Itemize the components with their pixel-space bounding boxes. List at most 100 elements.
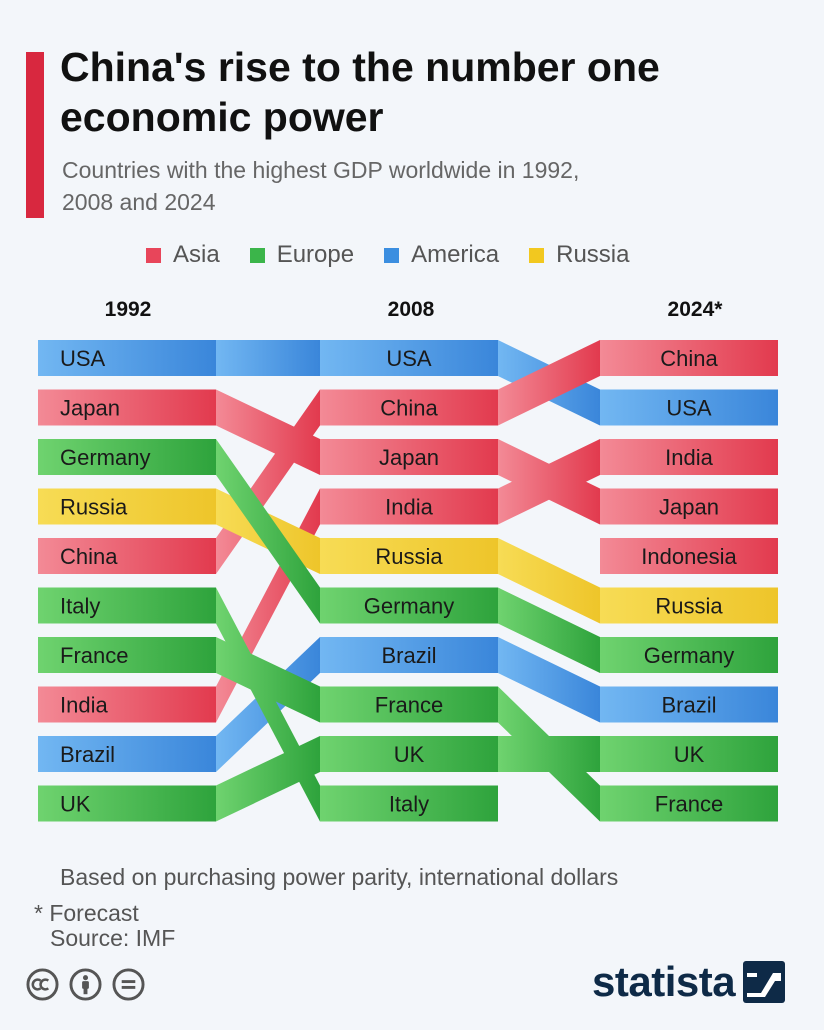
country-label-brazil-2: Brazil — [381, 643, 436, 668]
footnote: Based on purchasing power parity, intern… — [60, 864, 619, 890]
country-label-uk-1: UK — [60, 792, 91, 817]
year-labels: 1992 2008 2024* — [105, 298, 724, 321]
bump-box-russia-3 — [600, 587, 778, 624]
bump-box-italy-1 — [38, 587, 216, 624]
attribution-icon — [69, 968, 102, 1001]
bump-box-india-2 — [320, 488, 498, 525]
country-label-indonesia-3: Indonesia — [641, 544, 737, 569]
legend-swatch-europe — [249, 247, 265, 263]
legend-label-asia: Asia — [173, 241, 220, 268]
legend-item-america: America — [384, 241, 499, 269]
bump-link-germany-2 — [498, 587, 600, 673]
statista-logo-icon — [743, 961, 786, 1003]
year-label-2008: 2008 — [388, 298, 435, 321]
license-icons — [26, 968, 155, 1001]
bump-link-germany-1 — [216, 439, 320, 624]
bump-link-usa-1 — [216, 340, 320, 376]
title-accent-bar — [26, 52, 44, 218]
bump-box-usa-3 — [600, 389, 778, 426]
bump-box-india-1 — [38, 686, 216, 723]
bump-box-germany-3 — [600, 637, 778, 673]
bump-box-france-3 — [600, 785, 778, 822]
bump-chart: 1992 2008 2024* USA USA USA China China China Ja… — [38, 298, 778, 822]
country-label-china-3: China — [660, 346, 718, 371]
country-label-japan-2: Japan — [379, 445, 439, 470]
bump-box-brazil-1 — [38, 736, 216, 772]
legend-item-europe: Europe — [249, 241, 355, 269]
bump-box-china-2 — [320, 389, 498, 426]
bump-box-usa-2 — [320, 340, 498, 376]
bump-box-china-3 — [600, 340, 778, 376]
legend-label-america: America — [411, 241, 500, 268]
ribbons — [38, 340, 778, 822]
country-label-france-2: France — [375, 693, 443, 718]
bump-box-uk-3 — [600, 736, 778, 772]
bump-box-japan-3 — [600, 488, 778, 525]
country-label-china-1: China — [60, 544, 118, 569]
country-label-japan-1: Japan — [60, 396, 120, 421]
chart-subtitle: Countries with the highest GDP worldwide… — [62, 157, 580, 215]
country-labels: USA USA USA China China China Japan Japan Japan I… — [60, 346, 737, 817]
bump-box-brazil-3 — [600, 686, 778, 723]
country-label-brazil-1: Brazil — [60, 742, 115, 767]
bump-box-france-1 — [38, 637, 216, 673]
bump-link-russia-2 — [498, 538, 600, 624]
country-label-usa-1: USA — [60, 346, 106, 371]
country-label-brazil-3: Brazil — [661, 693, 716, 718]
legend-swatch-asia — [146, 247, 161, 263]
bump-box-uk-2 — [320, 736, 498, 772]
country-label-russia-1: Russia — [60, 495, 128, 520]
bump-box-india-3 — [600, 439, 778, 475]
cc-icon — [26, 968, 59, 1001]
bump-box-russia-2 — [320, 538, 498, 574]
bump-box-russia-1 — [38, 488, 216, 525]
statista-brand: statista — [592, 958, 786, 1006]
country-label-france-1: France — [60, 643, 128, 668]
country-label-france-3: France — [655, 792, 723, 817]
country-label-india-1: India — [60, 693, 108, 718]
bump-box-italy-2 — [320, 785, 498, 822]
country-label-germany-1: Germany — [60, 445, 150, 470]
country-label-germany-3: Germany — [644, 643, 734, 668]
bump-link-china-2 — [498, 340, 600, 426]
year-label-2024-: 2024* — [668, 298, 724, 321]
bump-link-uk-2 — [498, 736, 600, 772]
bump-link-japan-1 — [216, 389, 320, 475]
country-label-uk-2: UK — [394, 742, 425, 767]
bump-box-france-2 — [320, 686, 498, 723]
brand-name: statista — [592, 958, 736, 1005]
country-label-china-2: China — [380, 396, 438, 421]
country-label-germany-2: Germany — [364, 594, 454, 619]
year-label-1992: 1992 — [105, 298, 152, 321]
legend-label-europe: Europe — [276, 241, 355, 268]
chart-title: China's rise to the number one economic … — [60, 44, 660, 140]
legend-swatch-america — [384, 247, 400, 263]
country-label-india-3: India — [665, 445, 713, 470]
country-label-italy-2: Italy — [389, 792, 429, 817]
bump-box-germany-1 — [38, 439, 216, 475]
forecast-note: * Forecast — [34, 900, 139, 926]
legend-swatch-russia — [529, 247, 545, 263]
bump-box-brazil-2 — [320, 637, 498, 673]
legend-item-russia: Russia — [529, 241, 629, 269]
legend-item-asia: Asia — [146, 241, 220, 269]
country-label-usa-3: USA — [666, 396, 712, 421]
country-label-russia-2: Russia — [375, 544, 443, 569]
country-label-russia-3: Russia — [655, 594, 723, 619]
country-label-uk-3: UK — [674, 742, 705, 767]
bump-link-italy-1 — [216, 587, 320, 822]
bump-box-usa-1 — [38, 340, 216, 376]
bump-link-brazil-2 — [498, 637, 600, 723]
legend: Asia Europe America Russia — [146, 238, 659, 272]
country-label-japan-3: Japan — [659, 495, 719, 520]
country-label-usa-2: USA — [386, 346, 432, 371]
country-label-india-2: India — [385, 495, 433, 520]
bump-box-indonesia-3 — [600, 538, 778, 574]
legend-label-russia: Russia — [556, 241, 630, 268]
bump-box-china-1 — [38, 538, 216, 574]
bump-link-india-2 — [498, 439, 600, 525]
no-derivatives-icon — [112, 968, 145, 1001]
country-label-italy-1: Italy — [60, 594, 100, 619]
source-note: Source: IMF — [50, 925, 176, 951]
bump-box-uk-1 — [38, 785, 216, 822]
